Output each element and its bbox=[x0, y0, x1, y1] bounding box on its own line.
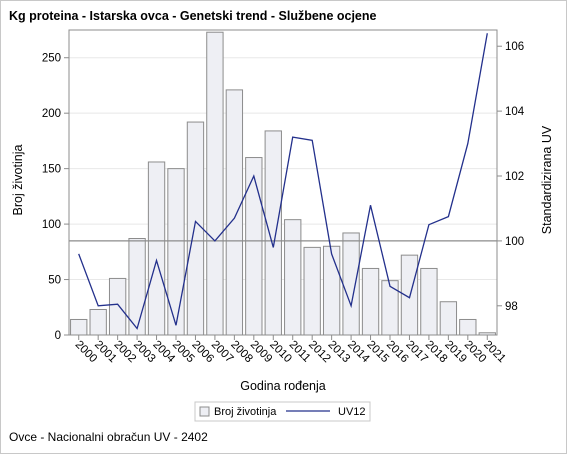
bar bbox=[70, 318, 88, 336]
y2-tick-label: 98 bbox=[505, 301, 518, 313]
y-tick-label: 250 bbox=[42, 53, 61, 65]
x-axis-label: Godina rođenja bbox=[240, 379, 326, 393]
bar bbox=[361, 267, 380, 336]
y-tick-label: 0 bbox=[55, 330, 61, 342]
bar bbox=[206, 31, 224, 336]
y2-axis-label: Standardizirana UV bbox=[540, 125, 554, 234]
y2-tick-label: 106 bbox=[505, 41, 524, 53]
y2-tick-label: 104 bbox=[505, 106, 525, 118]
bar bbox=[264, 130, 282, 336]
bar bbox=[459, 318, 477, 336]
legend-line-label: UV12 bbox=[338, 406, 366, 418]
bar bbox=[245, 157, 263, 336]
y2-tick-label: 100 bbox=[505, 236, 524, 248]
plot-frame bbox=[68, 29, 498, 336]
bar bbox=[225, 89, 244, 336]
y2-tick-label: 102 bbox=[505, 171, 524, 183]
legend: Broj životinja UV12 bbox=[194, 401, 371, 422]
bar bbox=[381, 280, 399, 336]
bar bbox=[322, 245, 341, 336]
legend-bar-label: Broj životinja bbox=[214, 406, 277, 418]
bar bbox=[342, 232, 360, 336]
bar bbox=[284, 219, 302, 336]
bar bbox=[147, 161, 166, 336]
bar bbox=[420, 267, 438, 336]
bar bbox=[186, 121, 205, 336]
y-tick-label: 200 bbox=[42, 108, 61, 120]
x-tick-label: 2021 bbox=[481, 339, 508, 366]
bar bbox=[303, 246, 321, 336]
bar bbox=[439, 301, 458, 336]
footer-note: Ovce - Nacionalni obračun UV - 2402 bbox=[9, 430, 208, 444]
legend-frame bbox=[194, 401, 371, 422]
line-layer bbox=[78, 33, 488, 330]
x-tick-label: 2011 bbox=[287, 339, 313, 365]
y-tick-label: 150 bbox=[42, 164, 61, 176]
y-tick-label: 50 bbox=[48, 275, 61, 287]
bars-layer bbox=[70, 31, 496, 336]
bar bbox=[167, 168, 185, 336]
bar bbox=[89, 308, 107, 336]
y-axis-label: Broj životinja bbox=[11, 145, 25, 216]
bar bbox=[108, 277, 127, 336]
series-line-uv12 bbox=[78, 33, 488, 330]
chart-title: Kg proteina - Istarska ovca - Genetski t… bbox=[9, 9, 377, 23]
y-tick-label: 100 bbox=[42, 219, 61, 231]
legend-bar-swatch bbox=[199, 406, 210, 417]
